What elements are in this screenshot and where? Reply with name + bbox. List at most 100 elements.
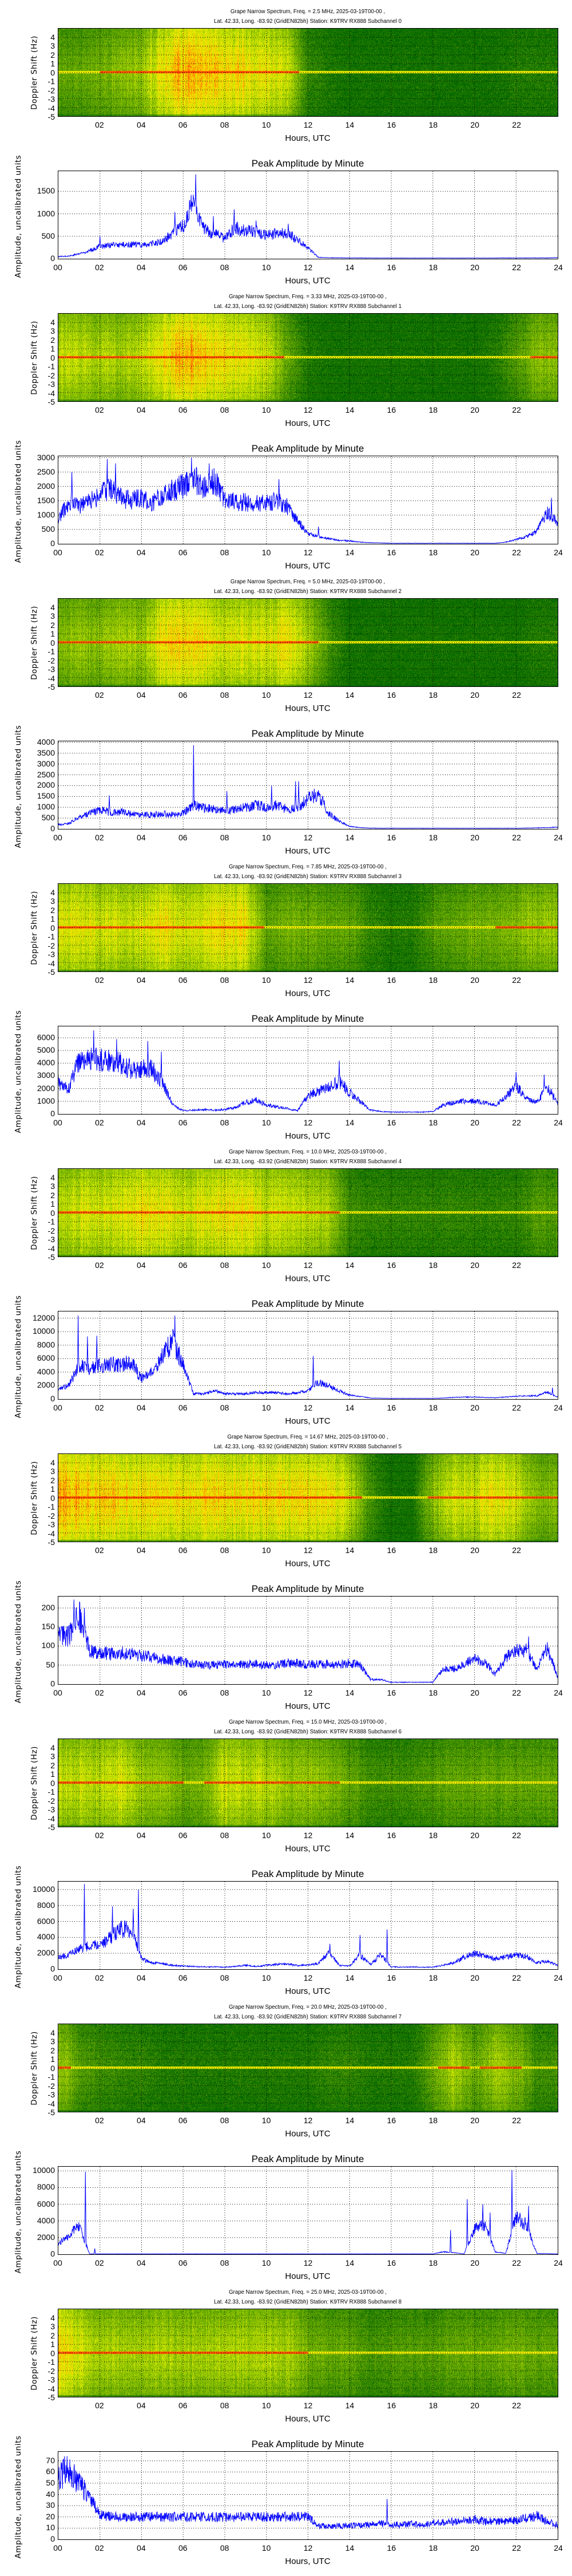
spectrogram-ytick-label: 4	[50, 2028, 55, 2037]
spectrogram-xtick-label: 20	[470, 1831, 479, 1840]
spectrogram-xtick-label: 20	[470, 120, 479, 129]
spectrogram-ytick-label: -4	[47, 958, 55, 968]
spectrogram-ytick-label: -4	[47, 1528, 55, 1538]
spectrogram-grid	[58, 1454, 558, 1542]
spectrogram-xlabel: Hours, UTC	[285, 989, 331, 998]
channel-block: Grape Narrow Spectrum, Freq. = 20.0 MHz,…	[0, 1996, 572, 2281]
amplitude-plot	[58, 171, 558, 259]
spectrogram-xtick-label: 16	[387, 2401, 396, 2410]
amplitude-xtick-label: 16	[387, 548, 396, 557]
amplitude-axes	[58, 171, 558, 259]
spectrogram-ytick-label: -3	[47, 380, 55, 389]
spectrogram-ylabel: Doppler Shift (Hz)	[30, 35, 39, 110]
spectrogram-grid	[58, 1169, 558, 1257]
amplitude-ytick-label: 2000	[37, 1380, 55, 1390]
amplitude-axes	[58, 2166, 558, 2255]
amplitude-xlabel: Hours, UTC	[285, 1416, 331, 1426]
spectrogram-xtick-label: 06	[178, 1261, 188, 1270]
spectrogram-xlabel: Hours, UTC	[285, 1559, 331, 1568]
amplitude-xtick-label: 06	[178, 1688, 188, 1697]
amplitude-xtick-label: 18	[428, 1973, 438, 1982]
amplitude-series-line	[58, 1315, 558, 1399]
spectrogram-ytick-label: -4	[47, 673, 55, 683]
amplitude-xtick-label: 16	[387, 1688, 396, 1697]
spectrogram-xtick-label: 18	[428, 1546, 438, 1555]
amplitude-xtick-label: 08	[220, 2258, 229, 2267]
amplitude-xtick-label: 12	[303, 1403, 313, 1412]
spectrogram-xtick-label: 16	[387, 1546, 396, 1555]
spectrogram-ytick-label: 3	[50, 611, 55, 621]
spectrogram-xtick-label: 14	[345, 405, 355, 414]
spectrogram-ytick-label: -2	[47, 941, 55, 950]
amplitude-xtick-label: 10	[261, 2258, 271, 2267]
spectrogram-title-line2: Lat. 42.33, Long. -83.92 (GridEN82bh) St…	[214, 873, 402, 880]
spectrogram-ytick-label: -5	[47, 682, 55, 692]
amplitude-xtick-label: 08	[220, 263, 229, 272]
spectrogram-axes	[58, 1168, 558, 1257]
spectrogram-ytick-label: -4	[47, 103, 55, 113]
amplitude-xtick-label: 10	[261, 1403, 271, 1412]
spectrogram-ytick-label: 2	[50, 1760, 55, 1770]
spectrogram-xtick-label: 22	[512, 120, 521, 129]
spectrogram-xtick-label: 06	[178, 2116, 188, 2125]
amplitude-ytick-label: 500	[41, 524, 55, 534]
spectrogram-ytick-label: 3	[50, 41, 55, 50]
spectrogram-xtick-label: 18	[428, 975, 438, 985]
amplitude-series-line	[58, 1599, 558, 1684]
spectrogram-xlabel: Hours, UTC	[285, 704, 331, 713]
spectrogram-ytick-label: 2	[50, 2330, 55, 2340]
spectrogram-xtick-label: 22	[512, 690, 521, 700]
amplitude-xtick-label: 20	[470, 2258, 479, 2267]
spectrogram-xtick-label: 02	[95, 120, 104, 129]
spectrogram-ytick-label: -3	[47, 94, 55, 104]
spectrogram-xtick-label: 18	[428, 690, 438, 700]
amplitude-xtick-label: 02	[95, 263, 104, 272]
spectrogram-xtick-label: 10	[261, 2116, 271, 2125]
amplitude-xtick-label: 10	[261, 1118, 271, 1127]
amplitude-xlabel: Hours, UTC	[285, 846, 331, 856]
amplitude-axes	[58, 741, 558, 829]
spectrogram-xtick-label: 10	[261, 1831, 271, 1840]
spectrogram-xtick-label: 02	[95, 975, 104, 985]
spectrogram-title-line2: Lat. 42.33, Long. -83.92 (GridEN82bh) St…	[214, 2298, 402, 2305]
spectrogram-grid	[58, 884, 558, 971]
spectrogram-ylabel: Doppler Shift (Hz)	[30, 1461, 39, 1535]
amplitude-xtick-label: 24	[554, 1118, 563, 1127]
amplitude-ytick-label: 10000	[33, 2166, 55, 2175]
spectrogram-ytick-label: -3	[47, 1235, 55, 1244]
amplitude-xlabel: Hours, UTC	[285, 561, 331, 571]
amplitude-xtick-label: 02	[95, 1688, 104, 1697]
amplitude-ytick-label: 150	[41, 1622, 55, 1631]
amplitude-xtick-label: 04	[137, 1118, 146, 1127]
spectrogram-xtick-label: 12	[303, 1546, 313, 1555]
amplitude-ytick-label: 2000	[37, 1948, 55, 1958]
amplitude-xlabel: Hours, UTC	[285, 1701, 331, 1711]
amplitude-xtick-label: 04	[137, 1403, 146, 1412]
amplitude-ytick-label: 10000	[33, 1884, 55, 1894]
amplitude-ytick-label: 12000	[33, 1313, 55, 1322]
amplitude-xtick-label: 18	[428, 1688, 438, 1697]
spectrogram-ytick-label: 4	[50, 1172, 55, 1182]
spectrogram-ytick-label: 4	[50, 1743, 55, 1752]
amplitude-xtick-label: 14	[345, 548, 355, 557]
spectrogram-ytick-label: -5	[47, 1253, 55, 1262]
spectrogram-xtick-label: 18	[428, 1831, 438, 1840]
amplitude-ytick-label: 0	[50, 1964, 55, 1973]
amplitude-ytick-label: 8000	[37, 1340, 55, 1349]
amplitude-ytick-label: 0	[50, 1679, 55, 1688]
amplitude-title: Peak Amplitude by Minute	[251, 728, 364, 739]
amplitude-xtick-label: 08	[220, 1973, 229, 1982]
amplitude-ylabel: Amplitude, uncalibrated units	[14, 155, 23, 278]
amplitude-ytick-label: 50	[46, 1660, 55, 1669]
amplitude-xtick-label: 14	[345, 1118, 355, 1127]
amplitude-series-line	[58, 457, 558, 544]
spectrogram-ytick-label: -4	[47, 1814, 55, 1823]
spectrogram-grid	[58, 2309, 558, 2397]
amplitude-ytick-label: 1000	[37, 509, 55, 519]
spectrogram-grid	[58, 2024, 558, 2112]
amplitude-xtick-label: 06	[178, 548, 188, 557]
amplitude-plot	[58, 456, 558, 544]
amplitude-ytick-label: 2500	[37, 467, 55, 476]
spectrogram-title-line1: Grape Narrow Spectrum, Freq. = 14.67 MHz…	[227, 1433, 388, 1440]
spectrogram-ytick-label: 0	[50, 1493, 55, 1503]
